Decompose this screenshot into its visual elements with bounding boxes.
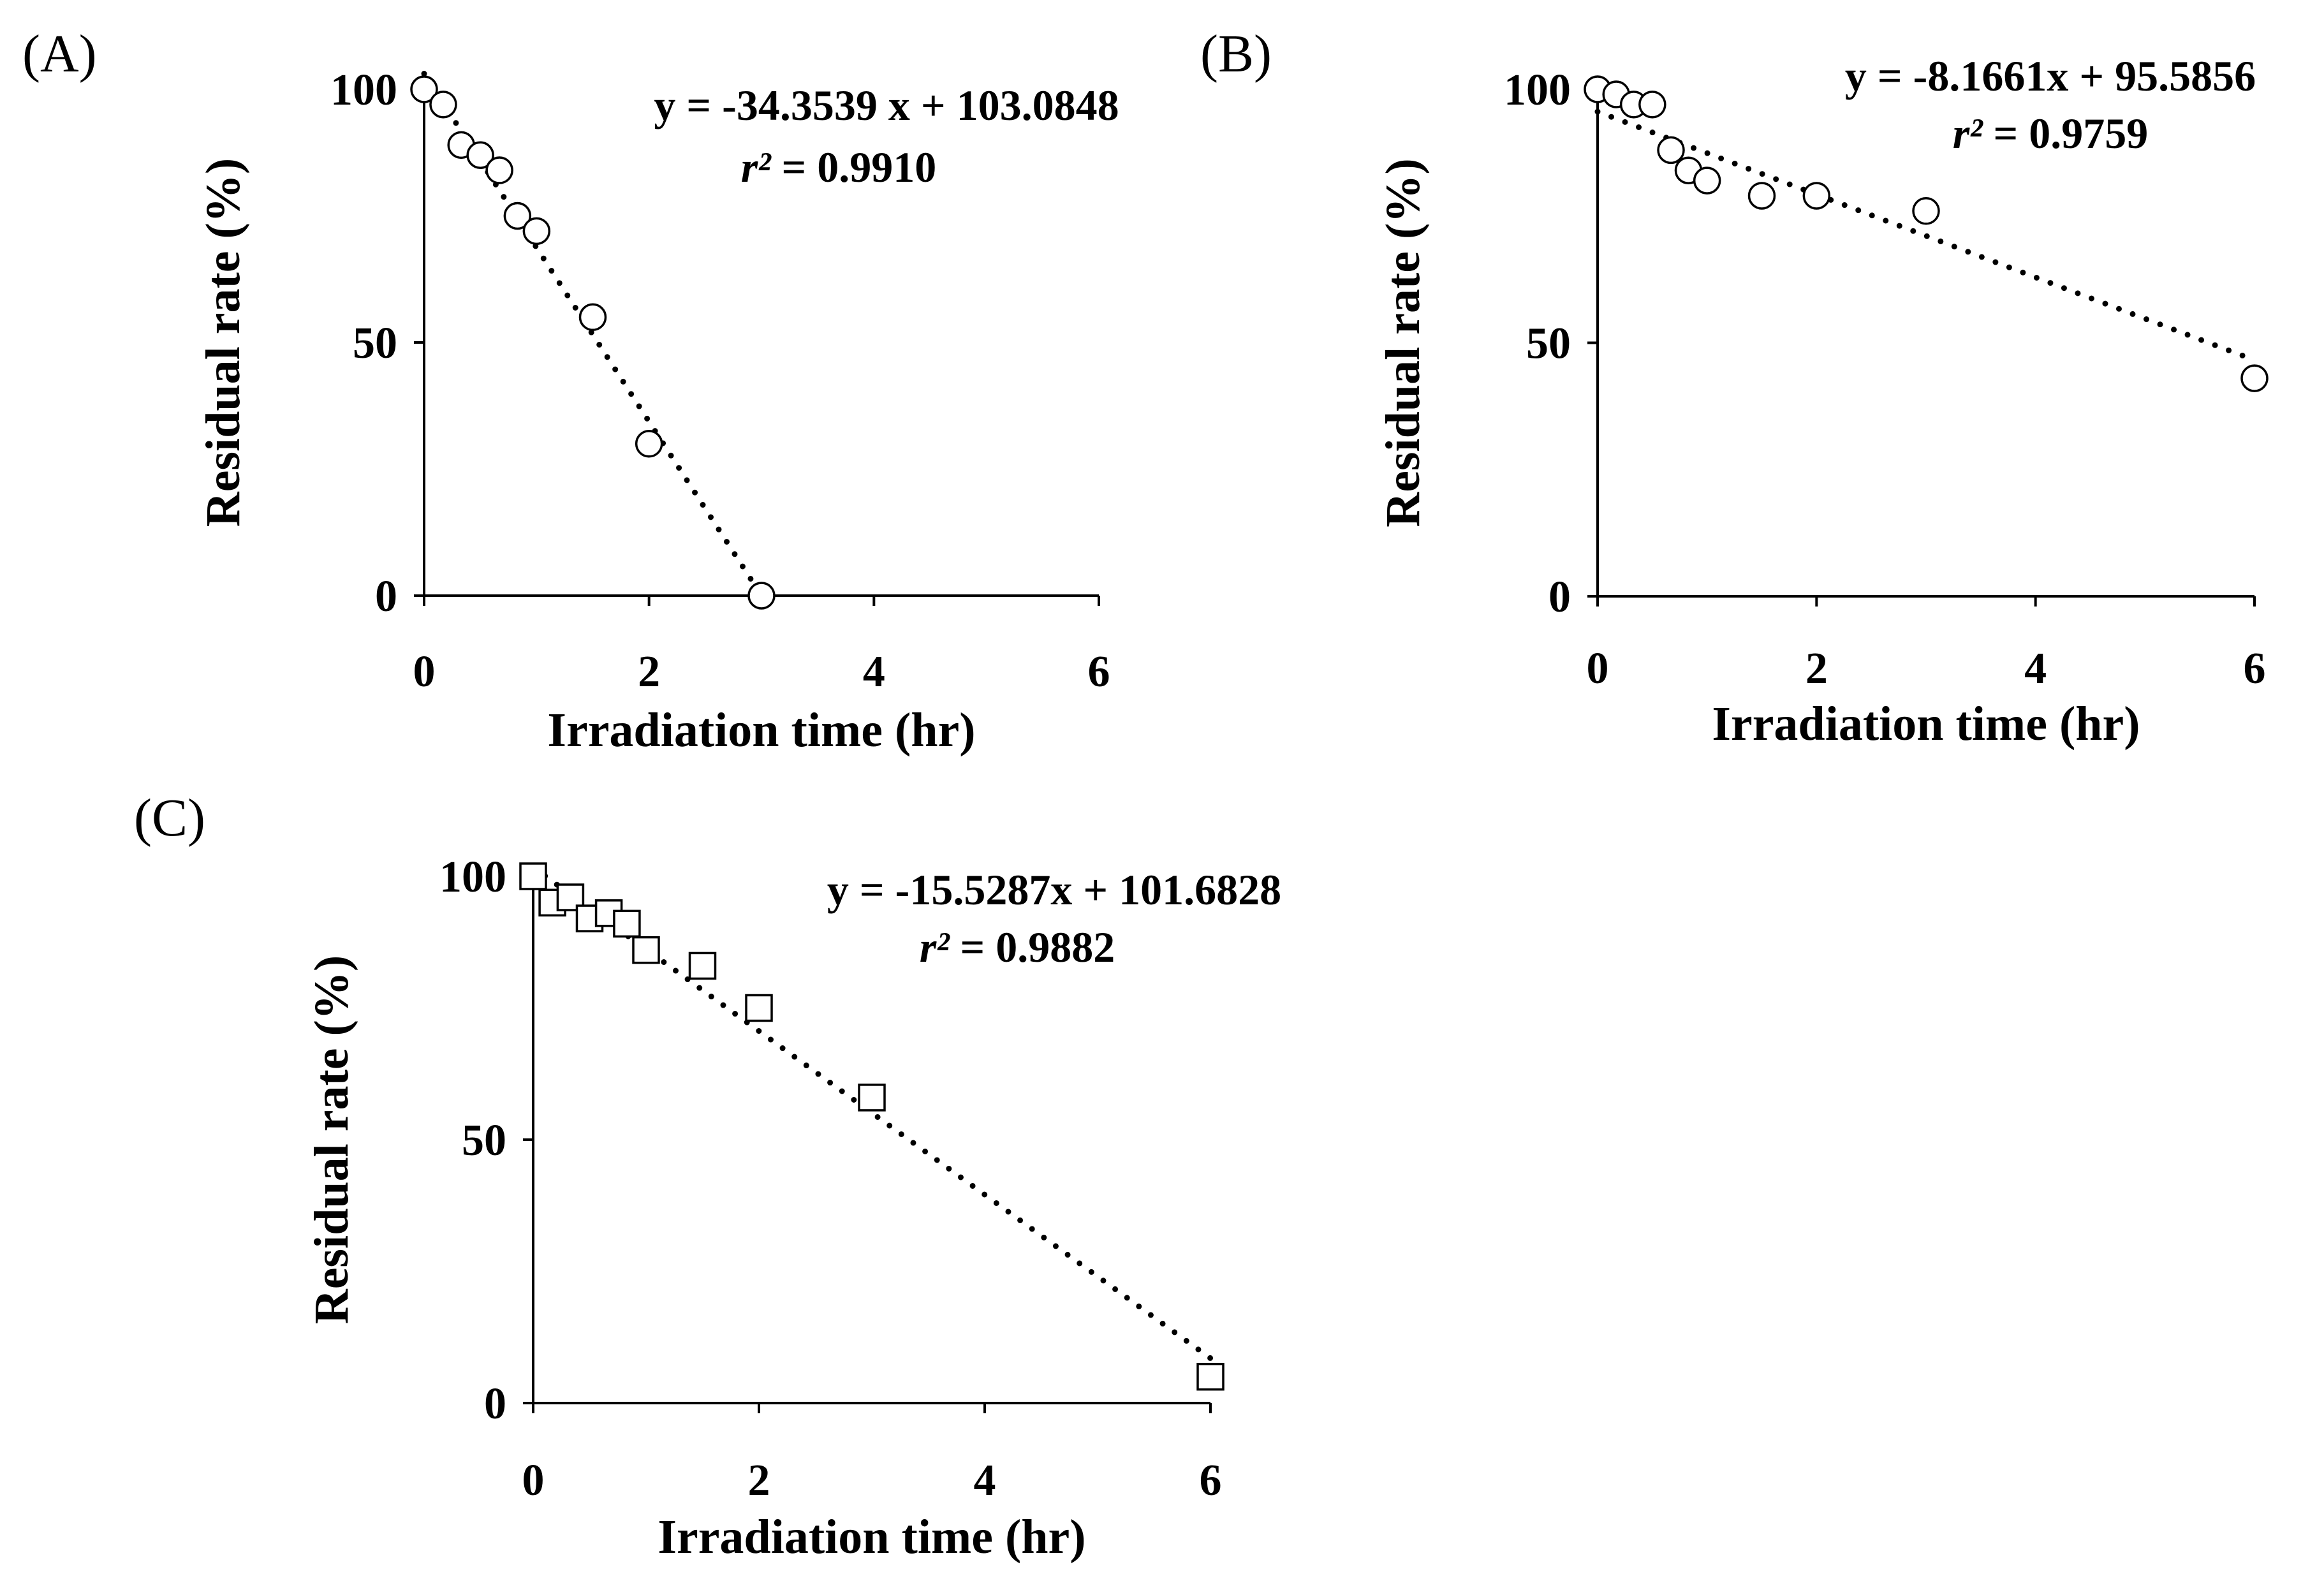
- x-tick-label: 0: [1587, 644, 1609, 693]
- r-squared: r² = 0.9759: [1953, 109, 2149, 158]
- data-point: [1657, 136, 1685, 165]
- y-tick-label: 50: [1526, 320, 1571, 369]
- y-tick-label: 50: [462, 1116, 506, 1165]
- data-point: [503, 202, 532, 230]
- y-tick-label: 0: [484, 1379, 506, 1429]
- y-axis-title: Residual rate (%): [1376, 158, 1430, 527]
- x-tick-label: 2: [748, 1456, 770, 1505]
- r-squared: r² = 0.9882: [920, 923, 1115, 971]
- data-point: [688, 952, 717, 980]
- regression-equation: y = -15.5287x + 101.6828: [827, 865, 1281, 914]
- x-axis-title: Irradiation time (hr): [1712, 697, 2140, 751]
- y-tick-label: 100: [1504, 66, 1571, 115]
- chart-panel-c: (C) 0 50 100 0 2 4 6 Irradiation time (hr) Residu…: [134, 788, 1281, 1564]
- regression-equation: y = -8.1661x + 95.5856: [1845, 52, 2256, 100]
- y-axis-title: Residual rate (%): [305, 955, 358, 1324]
- x-tick-label: 6: [1088, 647, 1110, 696]
- data-point: [745, 994, 773, 1022]
- x-axis-title: Irradiation time (hr): [658, 1510, 1085, 1564]
- x-tick-label: 6: [1200, 1456, 1222, 1505]
- panel-label: (B): [1200, 24, 1272, 84]
- x-tick-label: 6: [2244, 644, 2266, 693]
- data-point: [2240, 364, 2269, 392]
- data-point: [522, 217, 551, 246]
- data-point: [613, 909, 641, 938]
- chart-panel-b: (B) 0 50 100 0 2 4 6 Irradiation time (hr) Residu…: [1200, 24, 2269, 751]
- y-axis-title: Residual rate (%): [196, 158, 250, 527]
- data-point: [1802, 182, 1831, 210]
- data-point: [556, 883, 585, 911]
- x-tick-label: 0: [522, 1456, 545, 1505]
- data-point: [858, 1084, 886, 1112]
- data-point: [747, 582, 776, 610]
- data-point: [578, 303, 607, 332]
- data-point: [519, 862, 547, 890]
- data-point: [632, 936, 660, 964]
- data-point: [1196, 1362, 1225, 1391]
- panel-label: (C): [134, 788, 205, 848]
- y-tick-label: 0: [1548, 573, 1571, 622]
- data-point: [1693, 166, 1721, 195]
- r-squared-value: = 0.9882: [950, 923, 1115, 971]
- x-tick-label: 4: [2024, 644, 2047, 693]
- data-point: [1638, 91, 1666, 119]
- data-point: [429, 91, 457, 119]
- r-squared-symbol: r²: [741, 143, 772, 191]
- r-squared-symbol: r²: [920, 923, 950, 971]
- data-point: [635, 430, 663, 458]
- data-point: [485, 156, 513, 184]
- trendline: [1594, 108, 2258, 364]
- x-tick-label: 2: [638, 647, 660, 696]
- x-axis-title: Irradiation time (hr): [547, 703, 975, 757]
- y-tick-label: 100: [330, 66, 397, 115]
- y-tick-label: 0: [375, 572, 397, 621]
- data-point: [1747, 182, 1776, 210]
- y-tick-label: 100: [439, 853, 506, 902]
- x-tick-label: 0: [413, 647, 436, 696]
- r-squared-symbol: r²: [1953, 109, 1983, 158]
- panel-label: (A): [22, 24, 97, 84]
- x-tick-label: 2: [1806, 644, 1828, 693]
- y-tick-label: 50: [353, 319, 397, 368]
- r-squared: r² = 0.9910: [741, 143, 937, 191]
- x-tick-label: 4: [863, 647, 885, 696]
- data-point: [410, 75, 438, 103]
- r-squared-value: = 0.9910: [771, 143, 937, 191]
- data-point: [1912, 197, 1940, 225]
- regression-equation: y = -34.3539 x + 103.0848: [654, 81, 1119, 129]
- chart-panel-a: (A) 0 50 100 0 2 4 6 Irradiation time (hr) Residu…: [22, 24, 1119, 757]
- data-point: [466, 141, 494, 169]
- x-tick-label: 4: [974, 1456, 996, 1505]
- r-squared-value: = 0.9759: [1983, 109, 2149, 158]
